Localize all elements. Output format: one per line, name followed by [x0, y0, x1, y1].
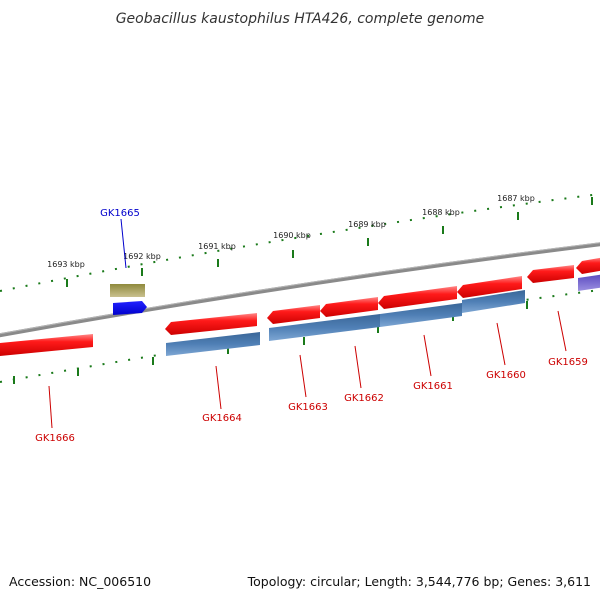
cds-feature-partial[interactable]	[576, 257, 600, 274]
cds-feature-gk1666[interactable]	[0, 334, 93, 356]
cds-features-reverse	[0, 257, 600, 356]
gene-label[interactable]: GK1666	[35, 433, 75, 444]
gene-feature-gk1661[interactable]	[380, 303, 462, 327]
cds-feature-gk1663[interactable]	[267, 305, 320, 324]
cds-feature-gk1662[interactable]	[320, 297, 378, 317]
map-title: Geobacillus kaustophilus HTA426, complet…	[116, 11, 485, 27]
gene-feature-gk1663-1662[interactable]	[269, 314, 380, 341]
tick-label: 1690 kbp	[273, 231, 311, 240]
gene-label[interactable]: GK1663	[288, 402, 328, 413]
major-ticks-outer	[66, 197, 593, 287]
label-leader-gk1665	[120, 218, 127, 269]
gene-label[interactable]: GK1661	[413, 381, 453, 392]
tick-label: 1688 kbp	[422, 208, 460, 217]
cds-feature-gk1664[interactable]	[165, 313, 257, 335]
cds-feature-gk1659[interactable]	[527, 265, 574, 283]
tick-label: 1693 kbp	[47, 260, 85, 269]
gene-label[interactable]: GK1660	[486, 370, 526, 381]
tick-label: 1692 kbp	[123, 252, 161, 261]
tick-label: 1687 kbp	[497, 194, 535, 203]
gene-feature-gk1664[interactable]	[166, 332, 260, 356]
accession-text: Accession: NC_006510	[9, 574, 151, 589]
other-feature[interactable]	[578, 274, 600, 291]
trna-feature-gk1665[interactable]	[113, 301, 147, 315]
gene-label[interactable]: GK1659	[548, 357, 588, 368]
genome-backbone	[0, 242, 600, 338]
gene-label[interactable]: GK1665	[100, 208, 140, 219]
major-ticks-inner	[13, 301, 528, 384]
tick-label: 1689 kbp	[348, 220, 386, 229]
gene-label[interactable]: GK1664	[202, 413, 242, 424]
gene-feature-gk1660[interactable]	[462, 290, 525, 313]
genome-summary-text: Topology: circular; Length: 3,544,776 bp…	[247, 574, 591, 589]
tick-label: 1691 kbp	[198, 242, 236, 251]
misc-feature-gk1665[interactable]	[110, 284, 145, 297]
label-leaders	[48, 310, 567, 429]
cds-feature-gk1661[interactable]	[378, 286, 457, 309]
gene-label[interactable]: GK1662	[344, 393, 384, 404]
tick-ring-outer	[0, 193, 600, 292]
gene-features	[166, 290, 525, 356]
cds-feature-gk1660[interactable]	[457, 276, 522, 298]
